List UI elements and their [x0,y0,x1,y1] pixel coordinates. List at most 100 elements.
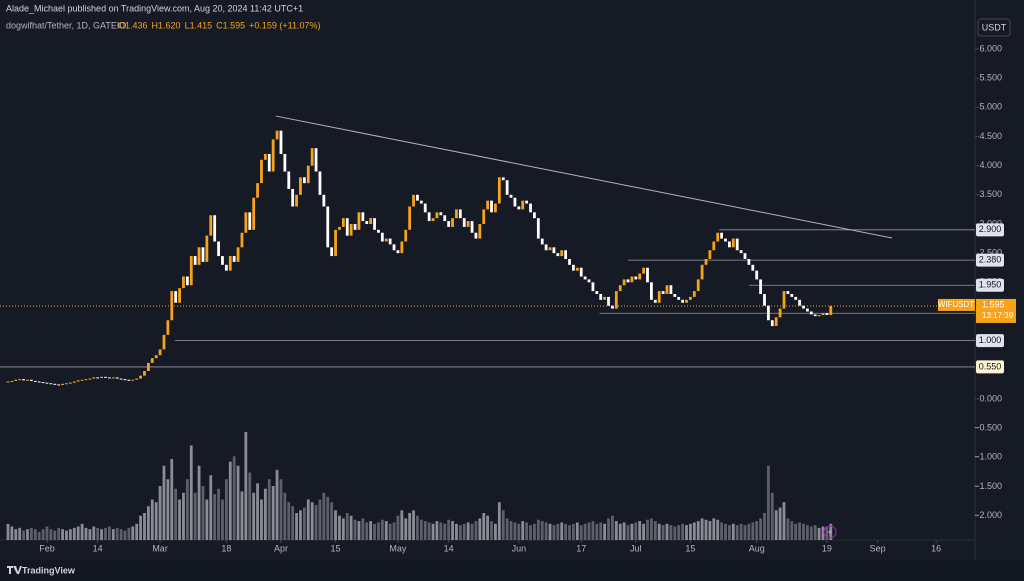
candle [127,379,131,381]
y-tick-label: 4.500 [979,131,1002,141]
candle [494,203,497,213]
volume-bar [295,513,298,540]
candle [318,171,322,195]
candle [521,200,525,210]
volume-bar [182,492,185,540]
candle [271,139,275,172]
trendline [275,115,893,239]
volume-bar [326,496,330,540]
volume-bar [677,525,681,540]
volume-bar [634,522,638,540]
volume-bar [458,525,462,540]
candle [154,355,158,359]
y-tick-label: 0.000 [979,393,1002,403]
candle [486,200,490,210]
y-tick-label: −2.000 [974,510,1002,520]
volume-bar [544,522,548,540]
volume-bar [482,513,486,540]
volume-bar [572,523,575,540]
candle [377,229,380,233]
volume-bar [341,518,345,540]
volume-bar [154,502,158,540]
volume-bar [556,523,560,540]
volume-bar [646,519,649,540]
candle [443,215,447,222]
candle [213,215,217,242]
candle [107,377,111,379]
volume-bar [201,486,205,540]
volume-bar [123,530,127,540]
x-tick-label: 18 [221,543,231,553]
candle [501,177,505,181]
candle [478,223,482,239]
y-tick-label: 4.000 [979,160,1002,170]
candle [322,194,326,207]
candle [689,296,692,300]
candle [217,241,220,257]
volume-bar [213,494,217,540]
candle [802,305,805,309]
volume-bar [287,502,291,540]
volume-bar [310,502,314,540]
ohlc-value: +0.159 (+11.07%) [249,20,320,30]
candle [759,279,762,294]
candle [123,379,127,381]
candle [291,188,295,207]
candle [790,293,794,297]
volume-bar [45,526,49,540]
candle [423,203,427,213]
ohlc-value: H1.620 [152,20,181,30]
candle [735,238,739,251]
candle [357,212,361,230]
volume-bar [228,461,232,540]
candle [817,314,821,317]
volume-bar [306,499,310,540]
volume-bar [798,522,801,540]
candle [256,183,259,198]
candle [299,177,302,195]
volume-bar [217,488,220,540]
candle [170,291,174,321]
alert-icon[interactable] [823,525,837,539]
candle [349,223,353,236]
candle [548,247,552,251]
candle [568,258,571,265]
volume-bar [611,515,614,540]
candle [400,241,404,254]
volume-bar [209,475,213,540]
volume-bar [166,479,170,540]
volume-bar [689,523,692,540]
candle [587,279,591,283]
volume-bar [263,488,267,540]
volume-bar [490,521,493,540]
volume-bar [221,499,224,540]
volume-bar [521,521,525,540]
volume-bar [470,523,474,540]
candle [174,291,178,303]
volume-bar [825,526,829,540]
candle [49,383,53,385]
candle [365,221,369,224]
currency[interactable]: USDT [982,22,1007,32]
candle [41,382,45,384]
volume-bar [603,523,607,540]
candle [650,282,653,300]
volume-bar [330,502,334,540]
y-tick-label: 5.000 [979,102,1002,112]
volume-bar [14,529,18,540]
volume-bar [622,522,626,540]
candle [29,379,33,381]
candle [451,218,454,227]
candle [770,320,774,327]
candle [431,218,435,222]
candle [252,197,256,230]
level-box [976,334,1004,348]
volume-bar [548,523,552,540]
y-tick-label: 3.500 [979,189,1002,199]
volume-bar [786,518,790,540]
currency-button[interactable] [977,18,1011,37]
volume-bar [462,523,466,540]
y-tick-label: −1.000 [974,452,1002,462]
volume-bar [821,526,825,540]
level-box [976,223,1004,237]
